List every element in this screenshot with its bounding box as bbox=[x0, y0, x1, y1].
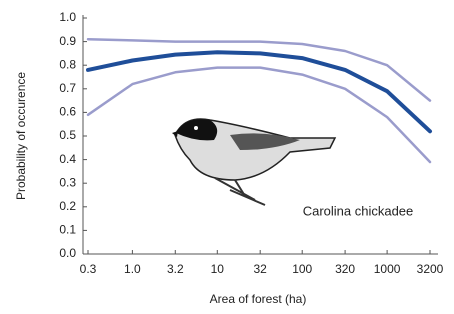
y-axis-title: Probability of occurence bbox=[14, 72, 28, 200]
y-tick-label: 0.7 bbox=[59, 81, 76, 95]
bird-illustration bbox=[172, 119, 335, 205]
x-tick-label: 320 bbox=[335, 262, 355, 276]
line-series bbox=[88, 52, 430, 131]
y-tick-label: 1.0 bbox=[59, 10, 76, 24]
y-tick-label: 0.4 bbox=[59, 152, 76, 166]
x-tick-label: 0.3 bbox=[80, 262, 97, 276]
y-tick-label: 0.8 bbox=[59, 57, 76, 71]
x-tick-label: 10 bbox=[211, 262, 225, 276]
x-tick-label: 1.0 bbox=[124, 262, 141, 276]
line-series bbox=[88, 39, 430, 100]
y-tick-label: 0.9 bbox=[59, 34, 76, 48]
chart: Probability of occurence Area of forest … bbox=[0, 0, 454, 314]
y-tick-label: 0.1 bbox=[59, 223, 76, 237]
y-tick-label: 0.0 bbox=[59, 246, 76, 260]
x-tick-label: 100 bbox=[292, 262, 312, 276]
annotation: Carolina chickadee bbox=[303, 203, 414, 218]
x-tick-label: 1000 bbox=[374, 262, 401, 276]
y-tick-label: 0.6 bbox=[59, 105, 76, 119]
x-tick-label: 3200 bbox=[417, 262, 444, 276]
x-tick-label: 32 bbox=[254, 262, 268, 276]
y-tick-label: 0.5 bbox=[59, 128, 76, 142]
x-tick-label: 3.2 bbox=[167, 262, 184, 276]
y-tick-label: 0.2 bbox=[59, 199, 76, 213]
y-tick-label: 0.3 bbox=[59, 175, 76, 189]
x-axis-title: Area of forest (ha) bbox=[210, 292, 307, 306]
